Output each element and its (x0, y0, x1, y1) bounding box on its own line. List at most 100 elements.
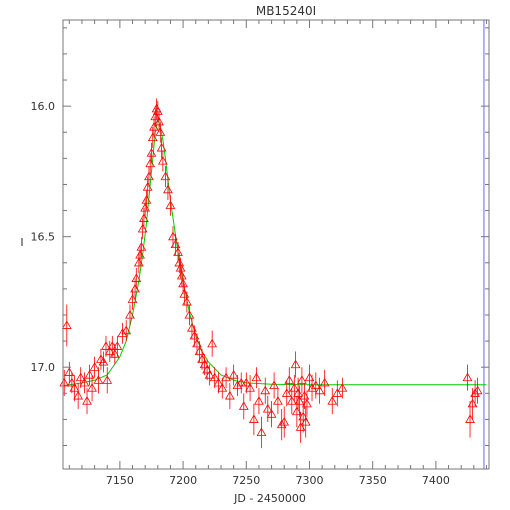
data-point (192, 333, 202, 355)
triangle-marker (179, 289, 190, 298)
data-point (121, 320, 132, 342)
data-point (131, 267, 142, 289)
data-point (175, 257, 186, 279)
data-point (204, 364, 215, 386)
triangle-marker (232, 380, 243, 390)
triangle-marker (294, 396, 305, 405)
triangle-marker (238, 401, 249, 410)
y-tick-label: 16.5 (31, 231, 56, 244)
data-point (107, 335, 118, 357)
x-tick-label: 7150 (106, 474, 134, 487)
data-point (199, 354, 210, 376)
data-point (66, 372, 77, 394)
data-point (260, 377, 271, 404)
triangle-marker (269, 380, 279, 390)
data-point (221, 367, 231, 389)
triangle-marker (279, 417, 290, 426)
triangle-marker (184, 309, 195, 319)
data-point (245, 375, 255, 402)
data-point (79, 372, 90, 394)
triangle-marker (87, 383, 97, 392)
data-point (281, 380, 292, 407)
data-point (156, 137, 167, 159)
triangle-marker (241, 377, 252, 387)
x-axis-label: JD - 2450000 (233, 492, 306, 505)
triangle-marker (170, 239, 181, 249)
triangle-marker (73, 390, 84, 400)
triangle-marker (173, 247, 183, 256)
triangle-marker (61, 320, 72, 329)
data-point (327, 388, 338, 415)
triangle-marker (125, 309, 135, 319)
data-point (228, 364, 239, 386)
data-point (266, 401, 277, 428)
data-point (248, 403, 259, 436)
triangle-marker (291, 406, 302, 416)
data-point (176, 265, 187, 287)
data-point (73, 382, 84, 409)
triangle-marker (299, 390, 310, 400)
triangle-marker (332, 388, 343, 397)
triangle-marker (112, 341, 123, 350)
data-point (294, 385, 305, 417)
triangle-marker (209, 372, 220, 382)
triangle-marker (175, 262, 186, 272)
triangle-marker (213, 377, 224, 387)
triangle-marker (202, 364, 212, 374)
data-point (470, 380, 480, 407)
data-point (104, 341, 115, 362)
triangle-marker (75, 372, 86, 382)
triangle-marker (145, 158, 156, 168)
data-point (89, 356, 100, 378)
data-point (194, 341, 205, 362)
triangle-marker (66, 377, 77, 387)
triangle-marker (236, 377, 247, 387)
triangle-marker (155, 127, 166, 136)
data-point (154, 111, 164, 133)
triangle-marker (168, 231, 178, 241)
data-point (300, 406, 311, 438)
triangle-marker (197, 354, 207, 363)
data-point (82, 388, 92, 415)
triangle-marker (69, 383, 80, 392)
triangle-marker (117, 328, 128, 337)
data-point (462, 364, 473, 391)
data-point (238, 393, 249, 420)
data-point (96, 348, 106, 370)
triangle-marker (147, 132, 158, 142)
data-points-layer (59, 98, 483, 449)
data-point (284, 367, 295, 394)
triangle-marker (256, 427, 267, 437)
data-point (286, 388, 297, 415)
model-curve-layer (64, 119, 487, 386)
triangle-marker (245, 383, 255, 392)
x-tick-label: 7400 (422, 474, 450, 487)
data-point (69, 375, 80, 402)
triangle-marker (273, 396, 283, 405)
data-point (136, 236, 147, 258)
triangle-marker (304, 372, 315, 382)
triangle-marker (462, 372, 473, 382)
data-point (297, 367, 307, 394)
data-point (332, 380, 343, 407)
data-point (160, 166, 171, 188)
triangle-marker (472, 385, 483, 395)
triangle-marker (276, 419, 287, 429)
triangle-marker (93, 375, 104, 384)
data-point (146, 142, 157, 164)
axis-tick-labels: 7150 7200 7250 7300 7350 7400 16.0 16.5 17.0 (31, 100, 450, 487)
triangle-marker (465, 414, 475, 423)
data-point (187, 317, 197, 339)
triangle-marker (139, 213, 149, 222)
data-point (302, 390, 312, 417)
y-tick-label: 16.0 (31, 100, 56, 113)
triangle-marker (104, 346, 115, 356)
data-point (236, 372, 247, 394)
triangle-marker (146, 148, 157, 157)
triangle-marker (178, 278, 188, 288)
triangle-marker (221, 372, 231, 382)
triangle-marker (137, 223, 148, 233)
data-point (179, 283, 190, 305)
triangle-marker (82, 396, 92, 405)
data-point (207, 330, 218, 357)
